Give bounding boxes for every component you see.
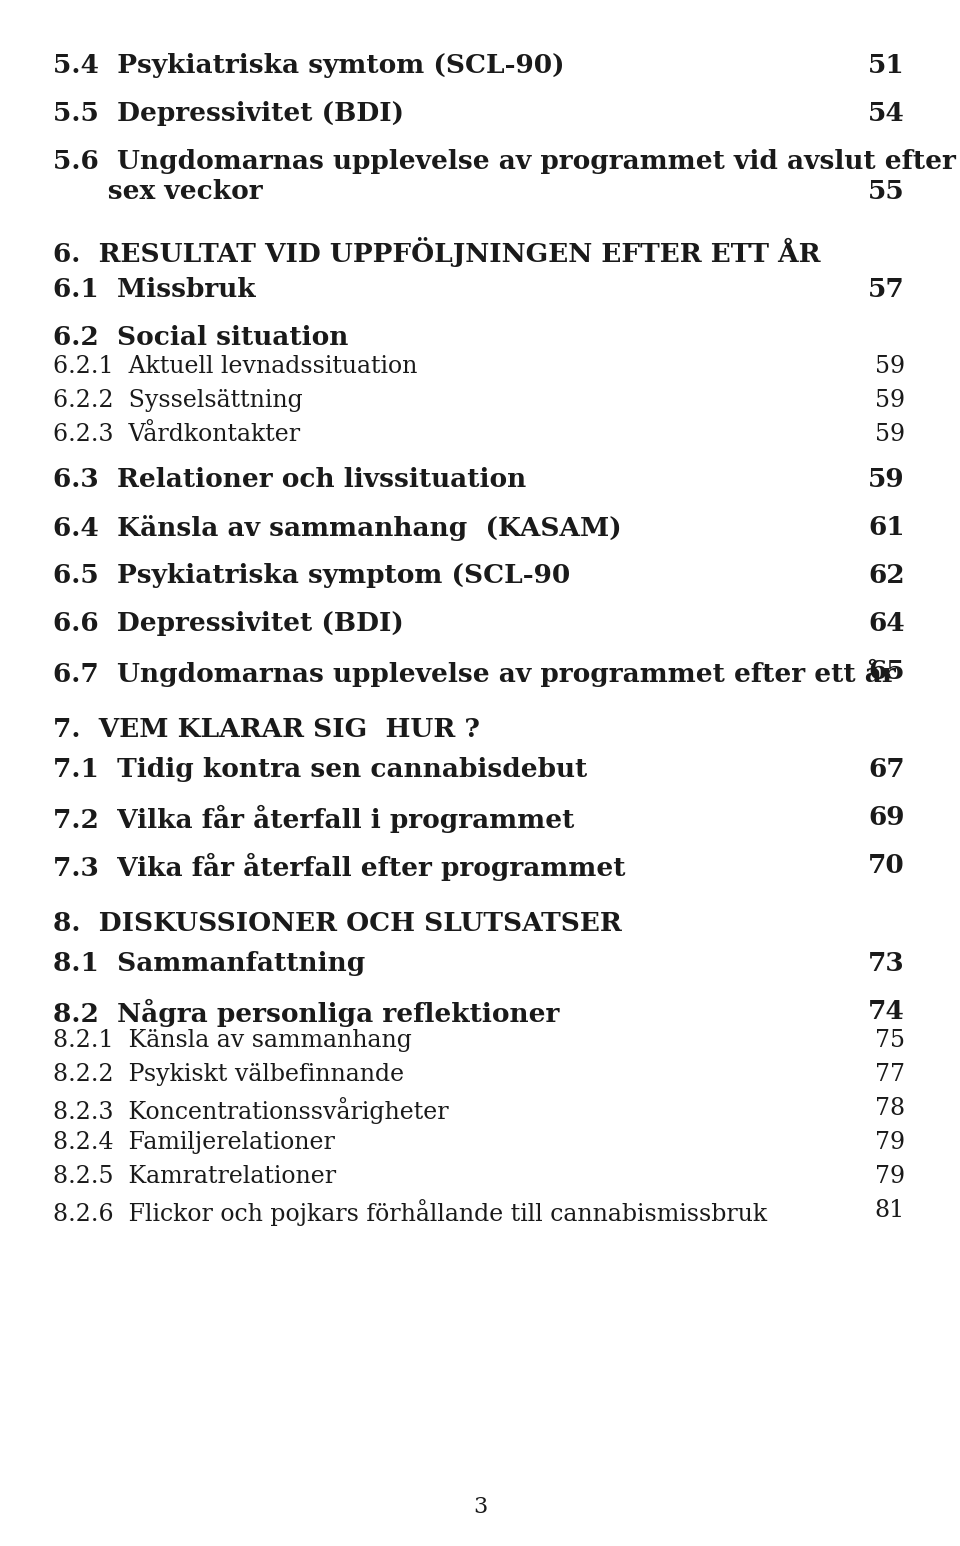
Text: 6.7  Ungdomarnas upplevelse av programmet efter ett år: 6.7 Ungdomarnas upplevelse av programmet… (53, 659, 896, 686)
Text: 79: 79 (875, 1166, 905, 1187)
Text: 7.3  Vika får återfall efter programmet: 7.3 Vika får återfall efter programmet (53, 853, 626, 881)
Text: 5.4  Psykiatriska symtom (SCL-90): 5.4 Psykiatriska symtom (SCL-90) (53, 53, 564, 77)
Text: 6.2  Social situation: 6.2 Social situation (53, 325, 348, 349)
Text: 67: 67 (869, 758, 905, 782)
Text: 78: 78 (875, 1098, 905, 1119)
Text: 59: 59 (875, 390, 905, 411)
Text: 6.2.1  Aktuell levnadssituation: 6.2.1 Aktuell levnadssituation (53, 356, 418, 379)
Text: 5.5  Depressivitet (BDI): 5.5 Depressivitet (BDI) (53, 100, 404, 127)
Text: 77: 77 (875, 1064, 905, 1085)
Text: 6.5  Psykiatriska symptom (SCL-90: 6.5 Psykiatriska symptom (SCL-90 (53, 563, 570, 587)
Text: 8.2.5  Kamratrelationer: 8.2.5 Kamratrelationer (53, 1166, 336, 1187)
Text: 8.2.2  Psykiskt välbefinnande: 8.2.2 Psykiskt välbefinnande (53, 1064, 404, 1085)
Text: 6.6  Depressivitet (BDI): 6.6 Depressivitet (BDI) (53, 611, 404, 635)
Text: 73: 73 (868, 951, 905, 976)
Text: 8.  DISKUSSIONER OCH SLUTSATSER: 8. DISKUSSIONER OCH SLUTSATSER (53, 911, 622, 935)
Text: 79: 79 (875, 1132, 905, 1153)
Text: 7.2  Vilka får återfall i programmet: 7.2 Vilka får återfall i programmet (53, 805, 574, 833)
Text: 74: 74 (868, 999, 905, 1023)
Text: 8.1  Sammanfattning: 8.1 Sammanfattning (53, 951, 365, 976)
Text: sex veckor: sex veckor (53, 179, 263, 204)
Text: 8.2.6  Flickor och pojkars förhållande till cannabismissbruk: 8.2.6 Flickor och pojkars förhållande ti… (53, 1200, 767, 1226)
Text: 6.  RESULTAT VID UPPFÖLJNINGEN EFTER ETT ÅR: 6. RESULTAT VID UPPFÖLJNINGEN EFTER ETT … (53, 237, 821, 267)
Text: 6.2.3  Vårdkontakter: 6.2.3 Vårdkontakter (53, 424, 300, 445)
Text: 8.2.1  Känsla av sammanhang: 8.2.1 Känsla av sammanhang (53, 1030, 412, 1051)
Text: 59: 59 (869, 467, 905, 492)
Text: 70: 70 (868, 853, 905, 878)
Text: 62: 62 (869, 563, 905, 587)
Text: 59: 59 (875, 356, 905, 379)
Text: 61: 61 (869, 515, 905, 540)
Text: 8.2  Några personliga reflektioner: 8.2 Några personliga reflektioner (53, 999, 560, 1027)
Text: 6.3  Relationer och livssituation: 6.3 Relationer och livssituation (53, 467, 526, 492)
Text: 8.2.3  Koncentrationssvårigheter: 8.2.3 Koncentrationssvårigheter (53, 1098, 448, 1124)
Text: 6.4  Känsla av sammanhang  (KASAM): 6.4 Känsla av sammanhang (KASAM) (53, 515, 622, 541)
Text: 54: 54 (868, 100, 905, 127)
Text: 7.  VEM KLARAR SIG  HUR ?: 7. VEM KLARAR SIG HUR ? (53, 717, 480, 742)
Text: 57: 57 (868, 277, 905, 301)
Text: 55: 55 (868, 179, 905, 204)
Text: 64: 64 (868, 611, 905, 635)
Text: 6.1  Missbruk: 6.1 Missbruk (53, 277, 255, 301)
Text: 3: 3 (473, 1497, 487, 1518)
Text: 65: 65 (869, 659, 905, 683)
Text: 7.1  Tidig kontra sen cannabisdebut: 7.1 Tidig kontra sen cannabisdebut (53, 758, 588, 782)
Text: 75: 75 (875, 1030, 905, 1051)
Text: 69: 69 (869, 805, 905, 830)
Text: 8.2.4  Familjerelationer: 8.2.4 Familjerelationer (53, 1132, 335, 1153)
Text: 6.2.2  Sysselsättning: 6.2.2 Sysselsättning (53, 390, 302, 411)
Text: 81: 81 (875, 1200, 905, 1221)
Text: 59: 59 (875, 424, 905, 445)
Text: 51: 51 (868, 53, 905, 77)
Text: 5.6  Ungdomarnas upplevelse av programmet vid avslut efter: 5.6 Ungdomarnas upplevelse av programmet… (53, 148, 956, 175)
